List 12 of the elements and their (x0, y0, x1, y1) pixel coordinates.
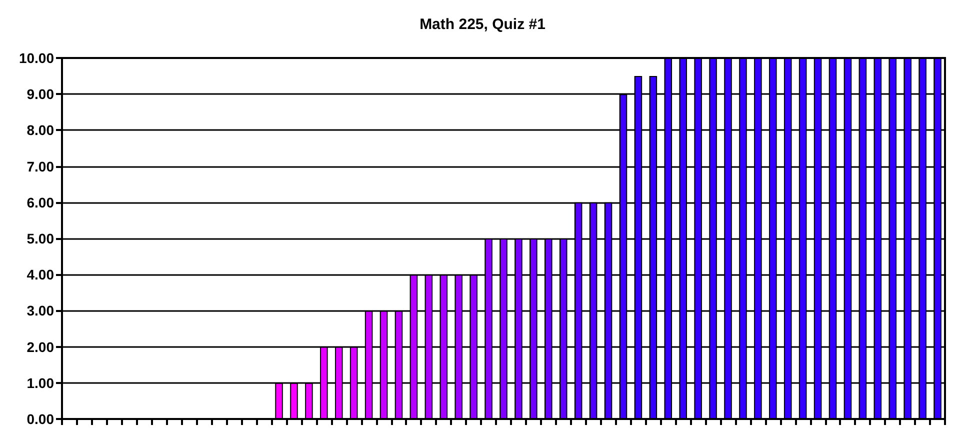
y-tick-label: 1.00 (26, 374, 54, 391)
y-tick-label: 4.00 (26, 266, 54, 283)
y-tick-label: 5.00 (26, 230, 54, 246)
y-tick-label: 3.00 (26, 302, 54, 319)
y-tick-label: 9.00 (26, 86, 54, 102)
y-tick-label: 2.00 (26, 338, 54, 355)
y-tick-label: 0.00 (26, 411, 54, 427)
y-tick-label: 6.00 (26, 194, 54, 210)
y-tick-label: 7.00 (26, 158, 54, 174)
y-tick-label: 10.00 (18, 50, 54, 66)
chart-title: Math 225, Quiz #1 (420, 16, 546, 33)
y-tick-label: 8.00 (26, 122, 54, 138)
